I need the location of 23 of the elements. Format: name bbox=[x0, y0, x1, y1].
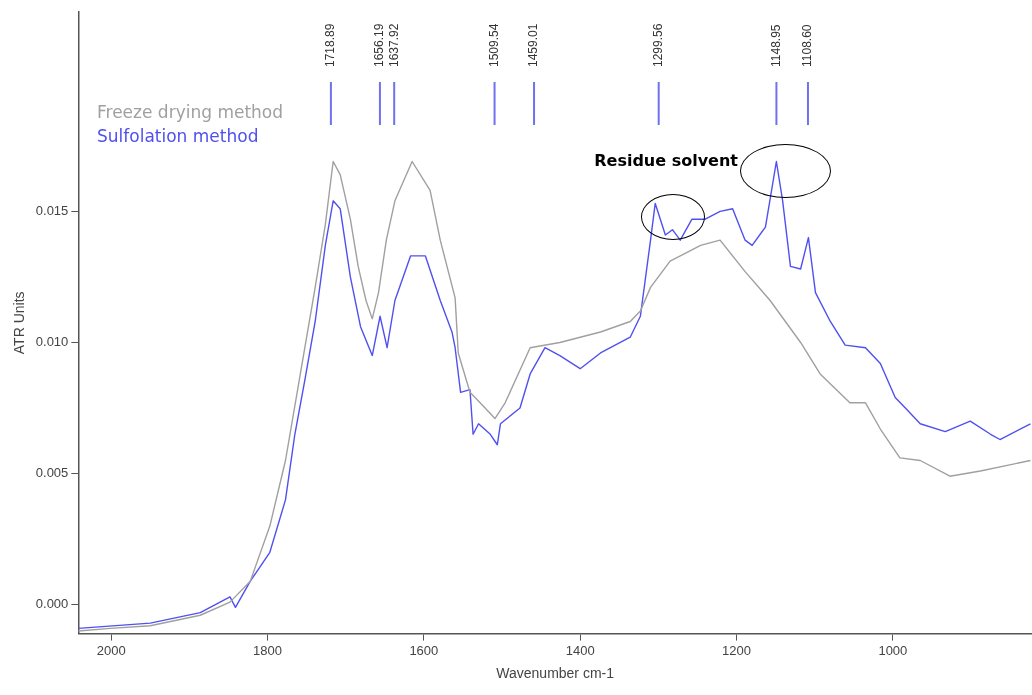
y-axis-title: ATR Units bbox=[11, 291, 28, 355]
ref-line-label: 1459.01 bbox=[526, 23, 541, 67]
x-tick-label: 1400 bbox=[565, 642, 595, 658]
ref-line-label: 1718.89 bbox=[323, 23, 338, 67]
x-tick-label: 1200 bbox=[722, 642, 751, 658]
ref-line-label: 1637.92 bbox=[386, 23, 401, 67]
ref-line-label: 1108.60 bbox=[800, 24, 815, 67]
text: Freeze drying method bbox=[97, 101, 284, 124]
y-tick-label: 0.015 bbox=[35, 202, 69, 218]
y-tick-label: 0.005 bbox=[35, 465, 69, 481]
text: Sulfolation method bbox=[97, 125, 260, 148]
ref-line-label: 1656.19 bbox=[372, 23, 387, 67]
x-tick-label: 2000 bbox=[96, 642, 126, 658]
x-tick-label: 1000 bbox=[878, 642, 908, 658]
y-tick-label: 0.010 bbox=[35, 334, 69, 350]
ref-line-label: 1299.56 bbox=[651, 23, 666, 67]
y-tick-label: 0.000 bbox=[35, 596, 69, 612]
annotation: Residue solvent bbox=[594, 151, 738, 170]
x-axis-title: Wavenumber cm-1 bbox=[496, 665, 615, 682]
x-tick-label: 1800 bbox=[253, 642, 282, 658]
x-tick-label: 1600 bbox=[409, 642, 439, 658]
ref-line-label: 1148.95 bbox=[768, 24, 783, 67]
ref-line-label: 1509.54 bbox=[486, 23, 501, 67]
